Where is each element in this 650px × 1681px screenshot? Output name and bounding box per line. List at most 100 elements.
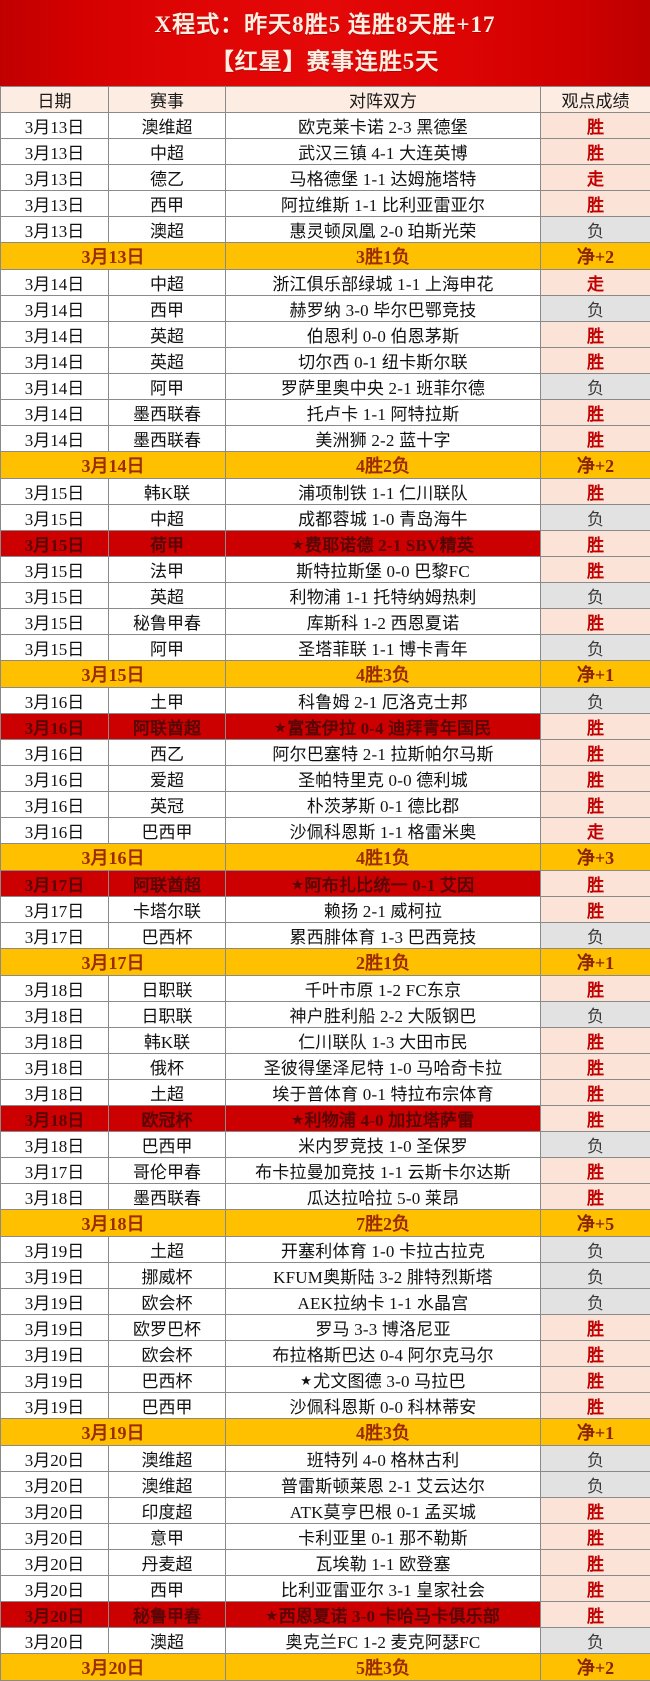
table-row[interactable]: 3月13日中超武汉三镇 4-1 大连英博胜 — [1, 139, 650, 165]
table-row[interactable]: 3月16日西乙阿尔巴塞特 2-1 拉斯帕尔马斯胜 — [1, 740, 650, 766]
cell-result: 胜 — [541, 740, 650, 766]
cell-match: 开塞利体育 1-0 卡拉古拉克 — [226, 1237, 541, 1263]
cell-league: 墨西联春 — [109, 400, 226, 426]
cell-result: 走 — [541, 270, 650, 296]
table-row[interactable]: 3月16日巴西甲沙佩科恩斯 1-1 格雷米奥走 — [1, 818, 650, 844]
cell-result: 胜 — [541, 1602, 650, 1628]
cell-date: 3月19日 — [1, 1315, 109, 1341]
table-row[interactable]: 3月16日土甲科鲁姆 2-1 厄洛克士邦负 — [1, 688, 650, 714]
table-row[interactable]: 3月20日澳维超班特列 4-0 格林古利负 — [1, 1446, 650, 1472]
cell-result: 胜 — [541, 871, 650, 897]
table-row[interactable]: 3月14日中超浙江俱乐部绿城 1-1 上海申花走 — [1, 270, 650, 296]
table-row[interactable]: 3月19日土超开塞利体育 1-0 卡拉古拉克负 — [1, 1237, 650, 1263]
cell-league: 欧冠杯 — [109, 1106, 226, 1132]
table-row[interactable]: 3月20日西甲比利亚雷亚尔 3-1 皇家社会胜 — [1, 1576, 650, 1602]
table-row[interactable]: 3月15日秘鲁甲春库斯科 1-2 西恩夏诺胜 — [1, 609, 650, 635]
star-icon: ★ — [300, 1373, 312, 1388]
table-row[interactable]: 3月19日巴西甲沙佩科恩斯 0-0 科林蒂安胜 — [1, 1393, 650, 1419]
cell-league: 德乙 — [109, 165, 226, 191]
table-row[interactable]: 3月15日韩K联浦项制铁 1-1 仁川联队胜 — [1, 479, 650, 505]
table-row[interactable]: 3月20日澳维超普雷斯顿莱恩 2-1 艾云达尔负 — [1, 1472, 650, 1498]
table-row[interactable]: 3月16日英冠朴茨茅斯 0-1 德比郡胜 — [1, 792, 650, 818]
cell-league: 巴西甲 — [109, 818, 226, 844]
cell-date: 3月15日 — [1, 557, 109, 583]
table-row[interactable]: 3月18日土超埃于普体育 0-1 特拉布宗体育胜 — [1, 1080, 650, 1106]
cell-match: 浙江俱乐部绿城 1-1 上海申花 — [226, 270, 541, 296]
cell-match: 赖扬 2-1 威柯拉 — [226, 897, 541, 923]
summary-record: 7胜2负 — [226, 1210, 541, 1237]
table-row[interactable]: 3月17日巴西杯累西腓体育 1-3 巴西竞技负 — [1, 923, 650, 949]
cell-match: 马格德堡 1-1 达姆施塔特 — [226, 165, 541, 191]
table-row[interactable]: 3月17日阿联酋超★阿布扎比统一 0-1 艾因胜 — [1, 871, 650, 897]
cell-result: 胜 — [541, 1341, 650, 1367]
table-row[interactable]: 3月13日西甲阿拉维斯 1-1 比利亚雷亚尔胜 — [1, 191, 650, 217]
cell-league: 阿联酋超 — [109, 871, 226, 897]
table-row[interactable]: 3月17日卡塔尔联赖扬 2-1 威柯拉胜 — [1, 897, 650, 923]
table-row[interactable]: 3月18日日职联神户胜利船 2-2 大阪钢巴负 — [1, 1002, 650, 1028]
table-row[interactable]: 3月20日意甲卡利亚里 0-1 那不勒斯胜 — [1, 1524, 650, 1550]
summary-date: 3月18日 — [1, 1210, 226, 1237]
cell-result: 胜 — [541, 1080, 650, 1106]
table-row[interactable]: 3月13日德乙马格德堡 1-1 达姆施塔特走 — [1, 165, 650, 191]
summary-date: 3月17日 — [1, 949, 226, 976]
table-row[interactable]: 3月18日俄杯圣彼得堡泽尼特 1-0 马哈奇卡拉胜 — [1, 1054, 650, 1080]
summary-net: 净+2 — [541, 1654, 650, 1681]
cell-match: 埃于普体育 0-1 特拉布宗体育 — [226, 1080, 541, 1106]
table-row[interactable]: 3月18日欧冠杯★利物浦 4-0 加拉塔萨雷胜 — [1, 1106, 650, 1132]
cell-match: 阿拉维斯 1-1 比利亚雷亚尔 — [226, 191, 541, 217]
cell-date: 3月17日 — [1, 1158, 109, 1184]
table-row[interactable]: 3月13日澳超惠灵顿凤凰 2-0 珀斯光荣负 — [1, 217, 650, 243]
cell-result: 胜 — [541, 531, 650, 557]
cell-match: KFUM奥斯陆 3-2 腓特烈斯塔 — [226, 1263, 541, 1289]
cell-result: 胜 — [541, 1054, 650, 1080]
cell-result: 胜 — [541, 191, 650, 217]
table-row[interactable]: 3月14日西甲赫罗纳 3-0 毕尔巴鄂竞技负 — [1, 296, 650, 322]
table-row[interactable]: 3月18日日职联千叶市原 1-2 FC东京胜 — [1, 976, 650, 1002]
cell-league: 荷甲 — [109, 531, 226, 557]
cell-result: 胜 — [541, 1550, 650, 1576]
cell-league: 土超 — [109, 1080, 226, 1106]
table-row[interactable]: 3月14日墨西联春美洲狮 2-2 蓝十字胜 — [1, 426, 650, 452]
cell-date: 3月14日 — [1, 270, 109, 296]
table-row[interactable]: 3月15日英超利物浦 1-1 托特纳姆热刺负 — [1, 583, 650, 609]
table-row[interactable]: 3月14日阿甲罗萨里奥中央 2-1 班菲尔德负 — [1, 374, 650, 400]
table-row[interactable]: 3月16日阿联酋超★富查伊拉 0-4 迪拜青年国民胜 — [1, 714, 650, 740]
cell-match: 沙佩科恩斯 1-1 格雷米奥 — [226, 818, 541, 844]
table-row[interactable]: 3月16日爱超圣帕特里克 0-0 德利城胜 — [1, 766, 650, 792]
table-row[interactable]: 3月20日丹麦超瓦埃勒 1-1 欧登塞胜 — [1, 1550, 650, 1576]
table-row[interactable]: 3月19日欧罗巴杯罗马 3-3 博洛尼亚胜 — [1, 1315, 650, 1341]
table-row[interactable]: 3月20日秘鲁甲春★西恩夏诺 3-0 卡哈马卡俱乐部胜 — [1, 1602, 650, 1628]
table-row[interactable]: 3月18日韩K联仁川联队 1-3 大田市民胜 — [1, 1028, 650, 1054]
table-row[interactable]: 3月19日欧会杯布拉格斯巴达 0-4 阿尔克马尔胜 — [1, 1341, 650, 1367]
table-row[interactable]: 3月15日中超成都蓉城 1-0 青岛海牛负 — [1, 505, 650, 531]
cell-league: 英冠 — [109, 792, 226, 818]
table-row[interactable]: 3月15日阿甲圣塔菲联 1-1 博卡青年负 — [1, 635, 650, 661]
table-row[interactable]: 3月13日澳维超欧克莱卡诺 2-3 黑德堡胜 — [1, 113, 650, 139]
cell-result: 胜 — [541, 479, 650, 505]
cell-match: 惠灵顿凤凰 2-0 珀斯光荣 — [226, 217, 541, 243]
cell-match: 科鲁姆 2-1 厄洛克士邦 — [226, 688, 541, 714]
cell-league: 土甲 — [109, 688, 226, 714]
cell-league: 阿甲 — [109, 374, 226, 400]
table-row[interactable]: 3月19日巴西杯★尤文图德 3-0 马拉巴胜 — [1, 1367, 650, 1393]
summary-record: 4胜1负 — [226, 844, 541, 871]
cell-result: 胜 — [541, 400, 650, 426]
table-row[interactable]: 3月18日墨西联春瓜达拉哈拉 5-0 莱昂胜 — [1, 1184, 650, 1210]
table-row[interactable]: 3月17日哥伦甲春布卡拉曼加竞技 1-1 云斯卡尔达斯胜 — [1, 1158, 650, 1184]
cell-match: 比利亚雷亚尔 3-1 皇家社会 — [226, 1576, 541, 1602]
cell-match: 圣塔菲联 1-1 博卡青年 — [226, 635, 541, 661]
table-row[interactable]: 3月18日巴西甲米内罗竞技 1-0 圣保罗负 — [1, 1132, 650, 1158]
table-row[interactable]: 3月14日墨西联春托卢卡 1-1 阿特拉斯胜 — [1, 400, 650, 426]
cell-date: 3月18日 — [1, 1028, 109, 1054]
table-row[interactable]: 3月15日荷甲★费耶诺德 2-1 SBV精英胜 — [1, 531, 650, 557]
table-row[interactable]: 3月14日英超切尔西 0-1 纽卡斯尔联胜 — [1, 348, 650, 374]
table-row[interactable]: 3月14日英超伯恩利 0-0 伯恩茅斯胜 — [1, 322, 650, 348]
